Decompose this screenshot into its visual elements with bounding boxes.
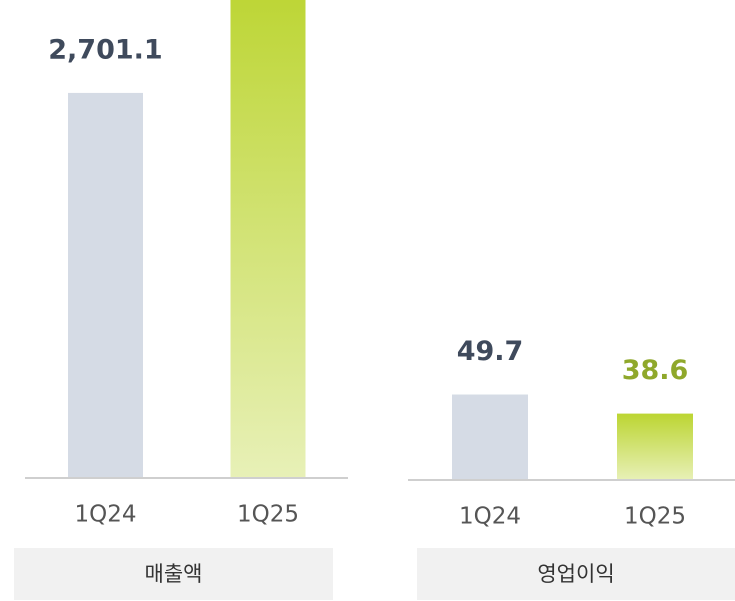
value-label: 2,701.1 — [48, 34, 162, 65]
x-tick-label: 1Q24 — [74, 502, 136, 528]
bar — [230, 0, 306, 478]
title-box — [14, 548, 333, 600]
title-box — [417, 548, 735, 600]
x-tick-label: 1Q25 — [237, 502, 299, 528]
value-label: 38.6 — [622, 355, 689, 386]
value-label: 49.7 — [457, 336, 524, 367]
bar — [617, 413, 693, 480]
chart-title: 영업이익 — [537, 562, 614, 586]
bar — [452, 394, 528, 480]
x-tick-label: 1Q25 — [624, 504, 686, 530]
bar — [68, 92, 143, 478]
chart-title: 매출액 — [145, 562, 203, 586]
x-tick-label: 1Q24 — [459, 504, 521, 530]
